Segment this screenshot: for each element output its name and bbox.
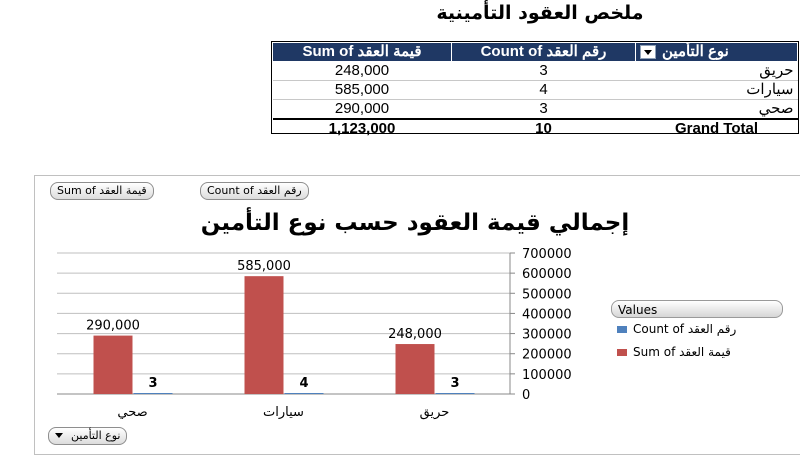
cell-type[interactable]: حريق — [635, 61, 798, 81]
data-label: 248,000 — [388, 327, 442, 342]
cell-sum[interactable]: 585,000 — [272, 80, 452, 100]
y-tick-label: 200000 — [522, 348, 572, 363]
page-title: ملخص العقود التأمينية — [436, 2, 644, 24]
legend-item-count: Count of رقم العقد — [617, 322, 736, 336]
cell-type[interactable]: سيارات — [635, 80, 798, 100]
y-tick-label: 500000 — [522, 287, 572, 302]
cell-sum[interactable]: 248,000 — [272, 61, 452, 81]
field-button-count[interactable]: Count of رقم العقد — [200, 182, 309, 200]
data-label: 3 — [450, 376, 459, 391]
chevron-down-icon — [55, 433, 63, 438]
y-tick-label: 600000 — [522, 267, 572, 282]
bar — [284, 393, 324, 394]
data-label: 3 — [148, 376, 157, 391]
legend-label-count: Count of رقم العقد — [633, 322, 737, 336]
x-tick-label: سيارات — [263, 405, 304, 420]
cell-count[interactable]: 3 — [451, 61, 636, 81]
table-row: 290,000 3 صحي — [272, 99, 798, 119]
bar — [395, 344, 435, 394]
y-tick-label: 100000 — [522, 368, 572, 383]
y-tick-label: 400000 — [522, 307, 572, 322]
data-label: 585,000 — [237, 259, 291, 274]
cell-type[interactable]: صحي — [635, 99, 798, 119]
legend-header[interactable]: Values — [611, 300, 783, 318]
bar — [244, 276, 284, 394]
table-row: 585,000 4 سيارات — [272, 80, 798, 100]
header-sum[interactable]: Sum of قيمة العقد — [272, 42, 452, 62]
y-tick-label: 300000 — [522, 328, 572, 343]
y-tick-label: 700000 — [522, 247, 572, 262]
data-label: 4 — [299, 376, 308, 391]
cell-sum[interactable]: 290,000 — [272, 99, 452, 119]
legend-swatch-count — [617, 326, 627, 333]
chevron-down-icon[interactable] — [640, 45, 656, 60]
data-label: 290,000 — [86, 319, 140, 334]
header-type-label: نوع التأمين — [662, 43, 729, 60]
pivot-table: Sum of قيمة العقد Count of رقم العقد نوع… — [272, 42, 798, 138]
cell-count[interactable]: 3 — [451, 99, 636, 119]
pivot-header-row: Sum of قيمة العقد Count of رقم العقد نوع… — [272, 42, 798, 62]
bar — [133, 393, 173, 394]
legend-label-sum: Sum of قيمة العقد — [633, 345, 731, 359]
legend-item-sum: Sum of قيمة العقد — [617, 345, 731, 359]
bar — [435, 393, 475, 394]
axis-field-label: نوع التأمين — [71, 429, 121, 442]
legend-swatch-sum — [617, 349, 627, 356]
axis-field-button[interactable]: نوع التأمين — [48, 427, 128, 445]
header-count[interactable]: Count of رقم العقد — [451, 42, 636, 62]
table-row: 248,000 3 حريق — [272, 61, 798, 81]
bar — [93, 335, 133, 394]
field-button-sum[interactable]: Sum of قيمة العقد — [50, 182, 154, 200]
x-tick-label: حريق — [420, 405, 450, 420]
x-tick-label: صحي — [117, 405, 147, 420]
chart-title: إجمالي قيمة العقود حسب نوع التأمين — [200, 210, 630, 236]
y-tick-label: 0 — [522, 388, 530, 403]
cell-count[interactable]: 4 — [451, 80, 636, 100]
